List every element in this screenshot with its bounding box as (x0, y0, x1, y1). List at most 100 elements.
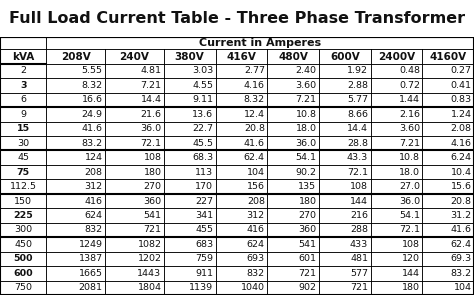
Text: 45.5: 45.5 (192, 139, 213, 148)
Text: 14.4: 14.4 (347, 124, 368, 133)
Text: 90.2: 90.2 (295, 168, 317, 177)
Text: 380V: 380V (175, 52, 204, 62)
Bar (371, 237, 422, 252)
Bar (105, 107, 164, 122)
Text: 68.3: 68.3 (192, 153, 213, 162)
Text: 5.77: 5.77 (347, 95, 368, 104)
Bar (371, 179, 422, 194)
Bar (371, 107, 422, 122)
Bar (422, 64, 474, 78)
Text: 1139: 1139 (189, 283, 213, 292)
Text: 45: 45 (17, 153, 29, 162)
Bar (164, 136, 216, 150)
Bar (46, 64, 105, 78)
Bar (319, 107, 371, 122)
Bar (267, 49, 319, 64)
Bar (164, 223, 216, 237)
Bar (267, 136, 319, 150)
Text: 10.4: 10.4 (451, 168, 472, 177)
Bar (216, 266, 267, 281)
Text: 20.8: 20.8 (451, 196, 472, 206)
Bar (267, 252, 319, 266)
Bar (371, 208, 422, 223)
Text: 4.55: 4.55 (192, 81, 213, 90)
Text: 600V: 600V (330, 52, 360, 62)
Text: 4.16: 4.16 (451, 139, 472, 148)
Bar (46, 194, 105, 208)
Bar (164, 252, 216, 266)
Bar (164, 237, 216, 252)
Text: 12.4: 12.4 (244, 110, 265, 119)
Bar (267, 281, 319, 295)
Bar (216, 64, 267, 78)
Text: 18.0: 18.0 (295, 124, 317, 133)
Text: 312: 312 (246, 211, 265, 220)
Text: 36.0: 36.0 (140, 124, 162, 133)
Text: 108: 108 (144, 153, 162, 162)
Bar (105, 78, 164, 93)
Text: 911: 911 (195, 269, 213, 278)
Bar (216, 179, 267, 194)
Text: 4.16: 4.16 (244, 81, 265, 90)
Bar (164, 78, 216, 93)
Text: 832: 832 (246, 269, 265, 278)
Bar (319, 93, 371, 107)
Bar (164, 165, 216, 179)
Text: 30: 30 (17, 139, 29, 148)
Text: 208: 208 (247, 196, 265, 206)
Bar (422, 237, 474, 252)
Text: 104: 104 (247, 168, 265, 177)
Text: 112.5: 112.5 (9, 182, 36, 191)
Bar (319, 194, 371, 208)
Bar (0, 78, 46, 93)
Text: 270: 270 (299, 211, 317, 220)
Text: 481: 481 (350, 254, 368, 263)
Bar (422, 150, 474, 165)
Bar (105, 49, 164, 64)
Text: 2.08: 2.08 (451, 124, 472, 133)
Bar (319, 208, 371, 223)
Text: 208V: 208V (61, 52, 91, 62)
Text: 216: 216 (350, 211, 368, 220)
Text: 227: 227 (195, 196, 213, 206)
Text: 120: 120 (402, 254, 420, 263)
Text: 16.6: 16.6 (82, 95, 103, 104)
Text: 83.2: 83.2 (82, 139, 103, 148)
Text: 500: 500 (13, 254, 33, 263)
Bar (0, 252, 46, 266)
Bar (46, 136, 105, 150)
Text: 150: 150 (14, 196, 32, 206)
Text: 759: 759 (195, 254, 213, 263)
Text: 15: 15 (17, 124, 30, 133)
Text: 208: 208 (85, 168, 103, 177)
Text: 72.1: 72.1 (140, 139, 162, 148)
Bar (0, 150, 46, 165)
Bar (371, 78, 422, 93)
Bar (164, 64, 216, 78)
Text: 0.27: 0.27 (451, 66, 472, 76)
Bar (267, 266, 319, 281)
Text: 2.77: 2.77 (244, 66, 265, 76)
Bar (319, 64, 371, 78)
Bar (319, 237, 371, 252)
Text: 600: 600 (13, 269, 33, 278)
Text: 75: 75 (17, 168, 30, 177)
Bar (0, 64, 46, 78)
Bar (267, 64, 319, 78)
Bar (371, 223, 422, 237)
Text: 270: 270 (144, 182, 162, 191)
Text: 0.48: 0.48 (399, 66, 420, 76)
Text: 624: 624 (85, 211, 103, 220)
Bar (46, 122, 105, 136)
Bar (0, 194, 46, 208)
Bar (46, 281, 105, 295)
Bar (105, 136, 164, 150)
Text: 36.0: 36.0 (295, 139, 317, 148)
Bar (422, 78, 474, 93)
Text: 24.9: 24.9 (82, 110, 103, 119)
Text: 0.83: 0.83 (450, 95, 472, 104)
Text: 433: 433 (350, 240, 368, 249)
Text: 1040: 1040 (241, 283, 265, 292)
Text: 3.03: 3.03 (192, 66, 213, 76)
Text: 22.7: 22.7 (192, 124, 213, 133)
